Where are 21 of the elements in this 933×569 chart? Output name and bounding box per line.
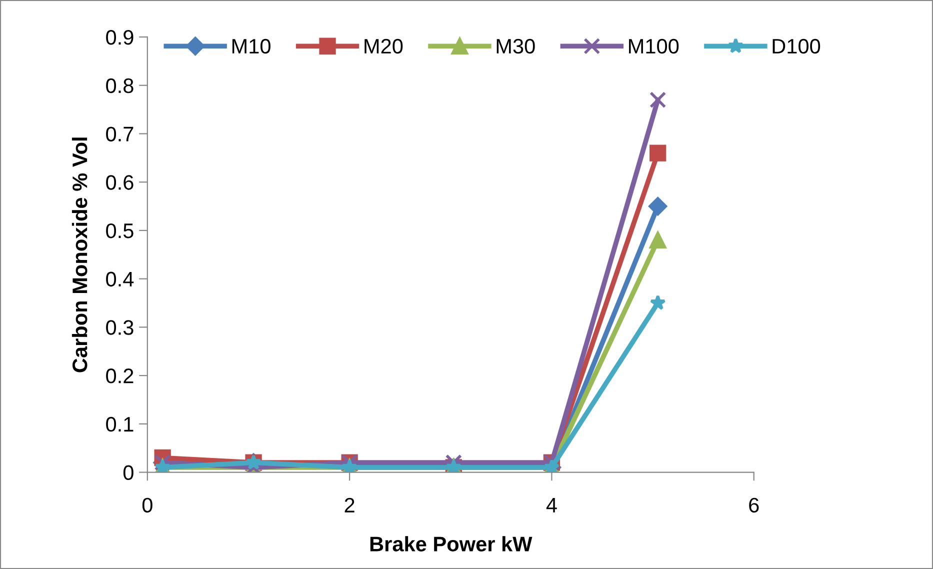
y-tick-label: 0.6: [106, 175, 134, 190]
x-tick-label: 2: [344, 498, 354, 512]
legend-label: M100: [629, 38, 679, 54]
y-tick-label: 0.8: [106, 78, 134, 94]
x-axis-title: Brake Power kW: [370, 536, 532, 552]
y-tick-label: 0.1: [106, 416, 134, 432]
legend-label: M30: [496, 38, 535, 54]
x-tick-label: 0: [142, 498, 152, 513]
y-tick-label: 0.4: [106, 272, 134, 287]
y-tick-label: 0.5: [106, 223, 134, 238]
x-tick-label: 4: [546, 498, 557, 512]
legend-label: D100: [772, 38, 820, 54]
y-axis-title: Carbon Monoxide % Vol: [72, 138, 88, 372]
y-tick-label: 0.9: [106, 30, 134, 45]
legend-label: M20: [364, 38, 403, 54]
y-tick-label: 0: [123, 465, 134, 480]
y-tick-label: 0.3: [106, 320, 134, 335]
legend-label: M10: [232, 38, 270, 54]
y-tick-label: 0.7: [106, 126, 134, 142]
x-tick-label: 6: [749, 498, 759, 513]
y-tick-label: 0.2: [106, 368, 134, 384]
